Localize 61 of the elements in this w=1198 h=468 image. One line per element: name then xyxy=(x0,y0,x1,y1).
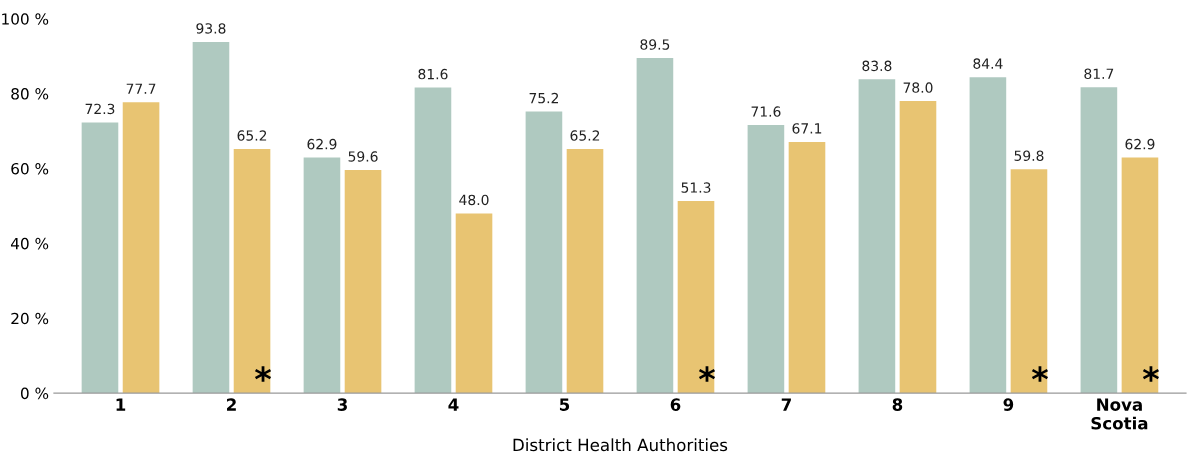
data-label: 84.4 xyxy=(973,58,1003,69)
data-label: 59.6 xyxy=(348,151,378,162)
bar xyxy=(233,149,271,394)
bar xyxy=(81,122,119,394)
x-tick-label: 5 xyxy=(559,398,570,411)
bar xyxy=(525,111,563,394)
y-tick-label: 100 % xyxy=(2,13,49,25)
data-label: 81.7 xyxy=(1084,68,1114,79)
data-label: 48.0 xyxy=(459,194,489,206)
data-label: 67.1 xyxy=(792,123,822,134)
data-label: 71.6 xyxy=(751,106,781,117)
bar xyxy=(747,125,785,394)
x-tick-label: 2 xyxy=(227,398,236,411)
annotation: * xyxy=(1142,366,1159,382)
data-label: 51.3 xyxy=(681,182,711,193)
bar xyxy=(1121,157,1159,394)
x-tick-label: 3 xyxy=(337,398,347,411)
data-label: 62.9 xyxy=(307,138,337,150)
bar xyxy=(344,169,382,394)
annotation: * xyxy=(254,366,272,382)
bar xyxy=(303,157,341,394)
data-label: 62.9 xyxy=(1125,138,1155,150)
bar xyxy=(455,213,493,394)
x-tick-label: 9 xyxy=(1003,398,1014,411)
x-tick-label: 8 xyxy=(892,398,903,411)
x-tick-label: 6 xyxy=(670,398,681,411)
bar xyxy=(858,79,896,394)
data-label: 75.2 xyxy=(529,92,559,104)
x-tick-label: 7 xyxy=(781,398,791,411)
x-tick-label: Nova Scotia xyxy=(1091,398,1148,430)
y-tick-label: 80 % xyxy=(11,88,49,100)
bar xyxy=(1010,169,1048,394)
data-label: 59.8 xyxy=(1014,150,1044,161)
y-tick-label: 40 % xyxy=(10,237,49,250)
bar xyxy=(1080,87,1118,394)
data-label: 77.7 xyxy=(126,83,156,94)
x-tick-label: 4 xyxy=(448,398,459,411)
bar xyxy=(899,101,937,394)
data-label: 83.8 xyxy=(862,60,892,72)
data-label: 89.5 xyxy=(640,39,670,50)
data-label: 81.6 xyxy=(418,68,448,80)
y-tick-label: 20 % xyxy=(11,312,49,325)
bar xyxy=(677,201,715,394)
y-tick-label: 0 % xyxy=(20,387,49,400)
x-tick-label: 1 xyxy=(116,398,126,411)
bar xyxy=(788,141,826,394)
data-label: 65.2 xyxy=(237,130,267,141)
annotation: * xyxy=(698,366,716,382)
y-tick-label: 60 % xyxy=(11,162,49,175)
data-label: 78.0 xyxy=(903,82,933,93)
data-label: 65.2 xyxy=(570,130,600,141)
annotation: * xyxy=(1031,366,1049,382)
bar xyxy=(122,102,160,394)
x-axis-title: District Health Authorities xyxy=(513,438,728,452)
bar xyxy=(636,58,674,394)
bar xyxy=(192,41,230,394)
bar xyxy=(969,77,1007,394)
bar xyxy=(566,149,604,394)
data-label: 72.3 xyxy=(85,103,115,115)
bar xyxy=(414,87,452,394)
data-label: 93.8 xyxy=(196,23,226,34)
